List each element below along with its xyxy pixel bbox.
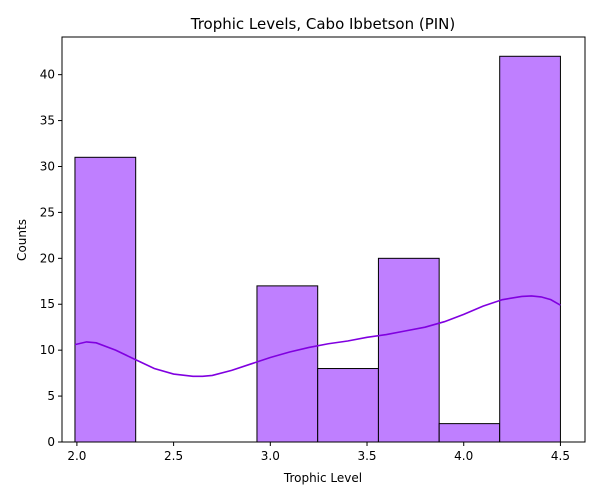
x-axis-ticks: 2.0 2.5 3.0 3.5 4.0 4.5	[67, 442, 570, 463]
x-tick-label: 4.5	[551, 449, 570, 463]
x-tick-label: 3.0	[261, 449, 280, 463]
histogram-bar-5	[317, 368, 379, 443]
histogram-bar-6	[377, 257, 440, 443]
axes-frame	[61, 36, 586, 443]
y-tick-label: 20	[40, 251, 55, 265]
histogram-bar-8	[499, 55, 561, 443]
y-tick-label: 15	[40, 297, 55, 311]
y-tick-label: 25	[40, 205, 55, 219]
y-tick-label: 10	[40, 343, 55, 357]
x-tick-label: 2.0	[67, 449, 86, 463]
chart-title: Trophic Levels, Cabo Ibbetson (PIN)	[190, 15, 456, 33]
y-tick-label: 30	[40, 159, 55, 173]
histogram-bar-4	[256, 285, 319, 443]
y-tick-label: 40	[40, 68, 55, 82]
y-axis-label: Counts	[15, 219, 29, 261]
plot-frame	[61, 36, 586, 443]
x-tick-label: 4.0	[454, 449, 473, 463]
x-axis-label: Trophic Level	[283, 471, 362, 485]
bars-group	[74, 55, 561, 443]
y-axis-ticks: 0 5 10 15 20 25 30 35 40	[40, 68, 62, 449]
histogram-bar-7	[438, 423, 501, 443]
y-tick-label: 35	[40, 114, 55, 128]
y-tick-label: 5	[47, 389, 55, 403]
histogram-bar-1	[74, 156, 137, 443]
x-tick-label: 3.5	[357, 449, 376, 463]
y-tick-label: 0	[47, 435, 55, 449]
kde-line	[74, 295, 561, 378]
x-tick-label: 2.5	[164, 449, 183, 463]
